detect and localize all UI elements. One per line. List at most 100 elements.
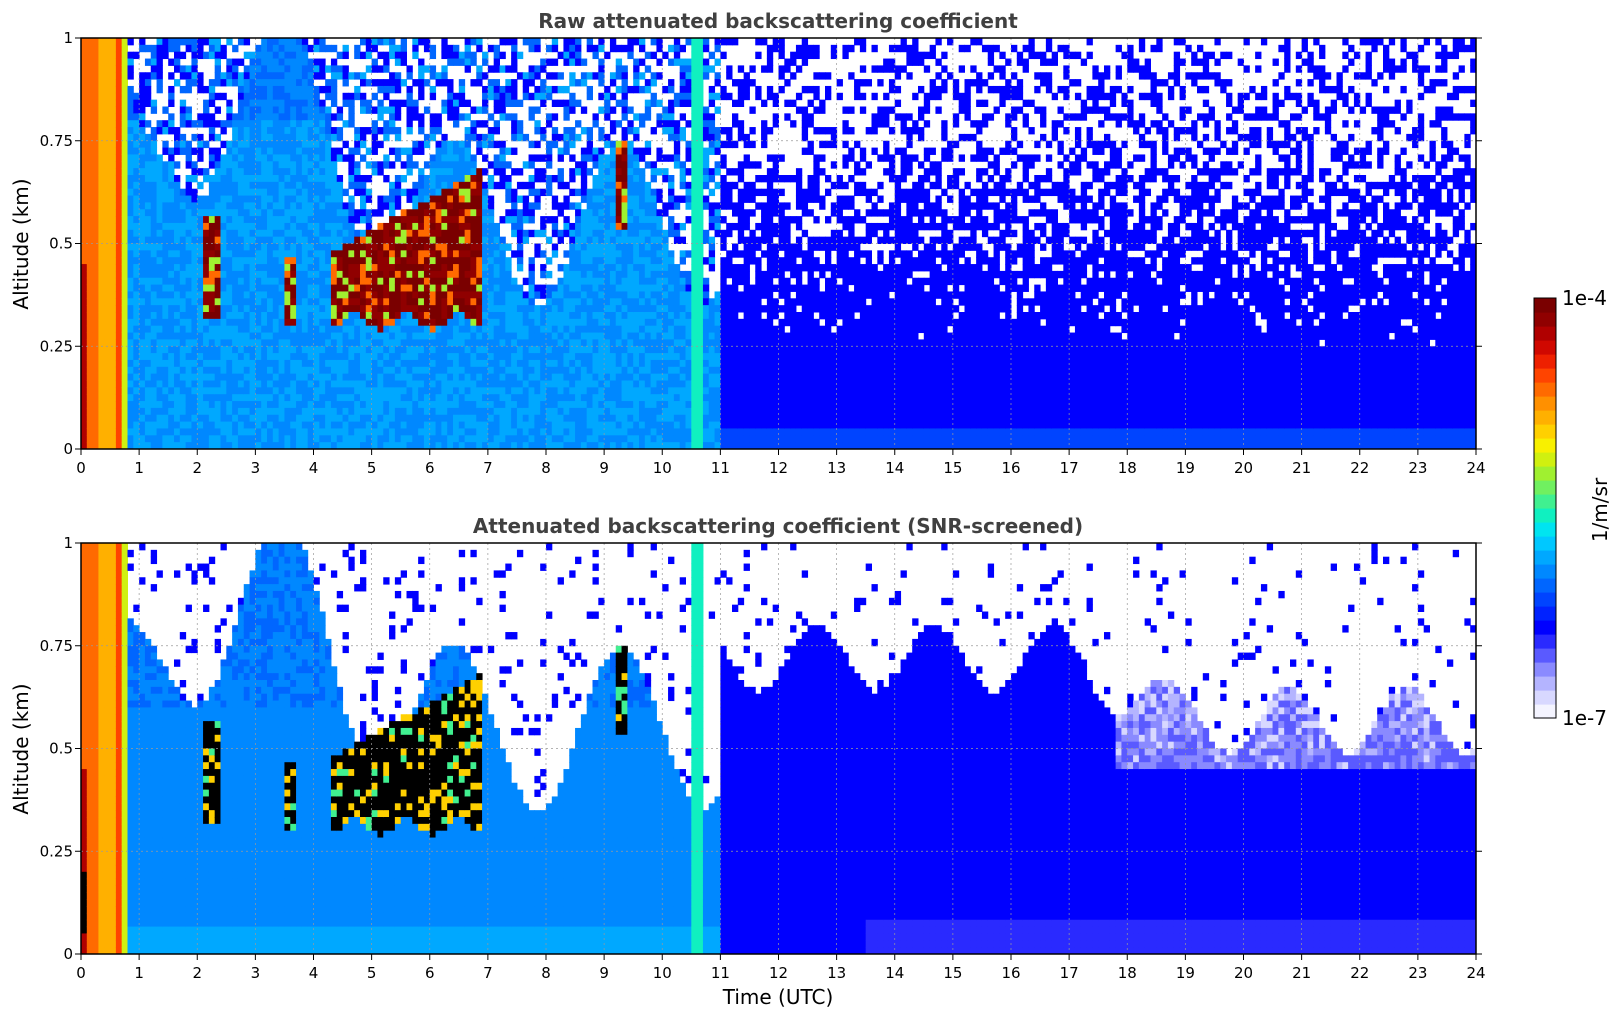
heatmap-cell (203, 325, 210, 334)
heatmap-cell (487, 243, 495, 251)
heatmap-cell (168, 58, 175, 66)
heatmap-cell (237, 291, 245, 299)
heatmap-cell (511, 339, 518, 347)
heatmap-cell (330, 175, 338, 183)
heatmap-cell (464, 325, 471, 334)
heatmap-cell (336, 346, 344, 354)
heatmap-cell (133, 181, 140, 190)
heatmap-cell (528, 305, 535, 313)
heatmap-cell (621, 332, 628, 340)
heatmap-cell (261, 318, 268, 327)
heatmap-cell (197, 195, 204, 203)
heatmap-cell (284, 113, 291, 121)
heatmap-cell (92, 243, 99, 251)
heatmap-cell (197, 291, 204, 299)
heatmap-cell (348, 277, 355, 286)
heatmap-cell (290, 373, 297, 381)
heatmap-cell (569, 380, 576, 388)
heatmap-cell (139, 38, 146, 46)
heatmap-cell (441, 291, 448, 299)
heatmap-cell (86, 236, 94, 244)
heatmap-cell (220, 298, 227, 306)
heatmap-cell (412, 353, 419, 361)
heatmap-cell (487, 325, 495, 334)
heatmap-cell (162, 195, 169, 203)
heatmap-cell (278, 236, 285, 244)
heatmap-cell (394, 222, 402, 231)
heatmap-cell (394, 175, 402, 183)
heatmap-cell (487, 44, 495, 53)
heatmap-cell (330, 216, 338, 224)
heatmap-cell (406, 229, 413, 238)
heatmap-cell (493, 222, 500, 231)
heatmap-cell (92, 366, 99, 375)
heatmap-cell (615, 277, 623, 286)
heatmap-cell (441, 147, 448, 155)
heatmap-cell (557, 209, 564, 217)
heatmap-cell (296, 421, 303, 429)
heatmap-cell (546, 72, 553, 80)
heatmap-cell (226, 380, 233, 388)
heatmap-cell (418, 421, 425, 429)
heatmap-cell (296, 359, 303, 368)
heatmap-cell (371, 277, 378, 286)
heatmap-cell (325, 380, 332, 388)
heatmap-cell (447, 284, 454, 292)
heatmap-cell (144, 277, 152, 286)
heatmap-cell (342, 270, 349, 279)
heatmap-cell (278, 373, 285, 381)
heatmap-cell (470, 305, 477, 313)
heatmap-cell (365, 305, 373, 313)
heatmap-cell (284, 38, 291, 46)
heatmap-cell (482, 154, 489, 162)
heatmap-cell (453, 236, 460, 244)
heatmap-cell (243, 85, 251, 94)
heatmap-cell (406, 168, 413, 176)
heatmap-cell (447, 312, 454, 320)
heatmap-cell (168, 407, 175, 416)
heatmap-cell (301, 277, 309, 286)
heatmap-cell (325, 168, 332, 176)
heatmap-cell (267, 414, 274, 423)
heatmap-cell (261, 65, 268, 73)
heatmap-cell (418, 264, 425, 272)
heatmap-cell (447, 92, 454, 101)
heatmap-cell (237, 277, 245, 286)
heatmap-cell (110, 58, 117, 66)
heatmap-cell (412, 332, 419, 340)
heatmap-cell (516, 243, 524, 251)
heatmap-cell (540, 442, 547, 449)
heatmap-cell (104, 113, 111, 121)
heatmap-cell (511, 216, 518, 224)
heatmap-cell (563, 106, 570, 114)
heatmap-cell (394, 85, 402, 94)
heatmap-cell (220, 154, 227, 162)
heatmap-cell (336, 229, 344, 238)
heatmap-cell (226, 298, 233, 306)
heatmap-cell (598, 38, 605, 46)
heatmap-cell (185, 353, 192, 361)
heatmap-cell (493, 58, 500, 66)
heatmap-cell (534, 243, 541, 251)
heatmap-cell (464, 58, 471, 66)
heatmap-cell (540, 175, 547, 183)
heatmap-cell (534, 85, 541, 94)
heatmap-cell (179, 277, 187, 286)
heatmap-cell (208, 312, 216, 320)
heatmap-cell (569, 51, 576, 60)
heatmap-cell (360, 99, 367, 107)
heatmap-cell (586, 250, 593, 258)
heatmap-cell (580, 414, 588, 423)
heatmap-cell (191, 298, 198, 306)
heatmap-cell (220, 175, 227, 183)
heatmap-cell (226, 428, 233, 436)
heatmap-cell (86, 407, 94, 416)
heatmap-cell (261, 325, 268, 334)
heatmap-cell (115, 325, 123, 334)
heatmap-cell (453, 428, 460, 436)
heatmap-cell (534, 442, 541, 449)
heatmap-cell (179, 380, 187, 388)
heatmap-cell (197, 72, 204, 80)
heatmap-cell (139, 277, 146, 286)
heatmap-cell (458, 188, 466, 197)
